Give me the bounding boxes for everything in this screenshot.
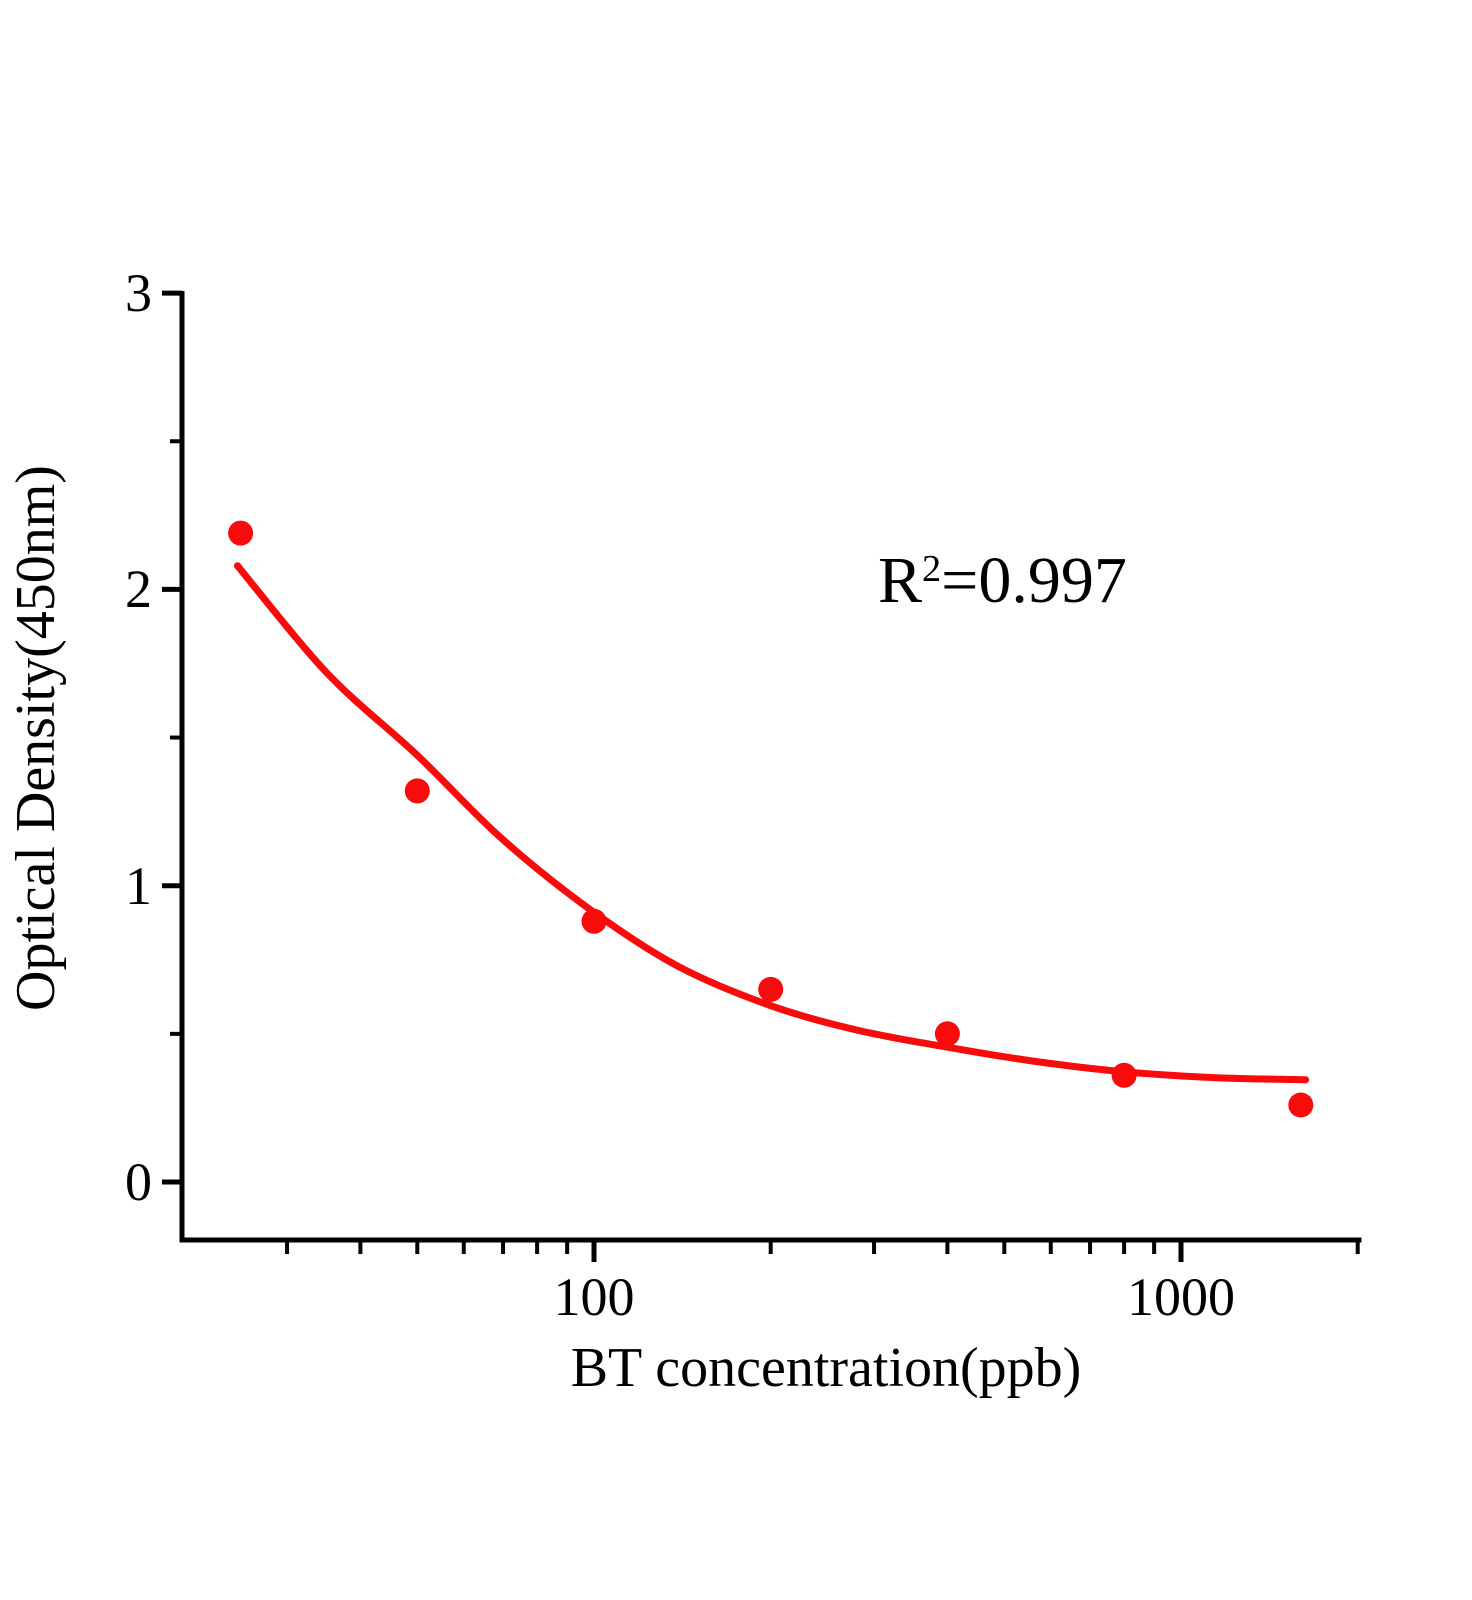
r-squared-exponent: 2 bbox=[922, 547, 942, 590]
x-axis-title: BT concentration(ppb) bbox=[570, 1337, 1082, 1399]
y-tick-label: 1 bbox=[125, 855, 152, 916]
r-squared-value: =0.997 bbox=[941, 544, 1127, 617]
fit-curve bbox=[234, 562, 1310, 1084]
data-point bbox=[581, 908, 607, 934]
y-tick-label: 0 bbox=[125, 1152, 152, 1212]
y-axis-title: Optical Density(450nm) bbox=[5, 465, 67, 1011]
y-tick-label: 3 bbox=[125, 263, 152, 324]
r-squared-base: R bbox=[878, 544, 923, 617]
data-point bbox=[934, 1021, 960, 1047]
data-point bbox=[1288, 1092, 1314, 1118]
r-squared-annotation: R2=0.997 bbox=[878, 548, 1127, 614]
data-point bbox=[1111, 1062, 1137, 1088]
data-point bbox=[228, 520, 254, 546]
x-tick-label: 100 bbox=[553, 1267, 635, 1327]
data-point bbox=[404, 778, 430, 804]
x-tick-label: 1000 bbox=[1127, 1267, 1235, 1327]
data-point bbox=[758, 976, 784, 1002]
y-tick-label: 2 bbox=[125, 559, 152, 620]
